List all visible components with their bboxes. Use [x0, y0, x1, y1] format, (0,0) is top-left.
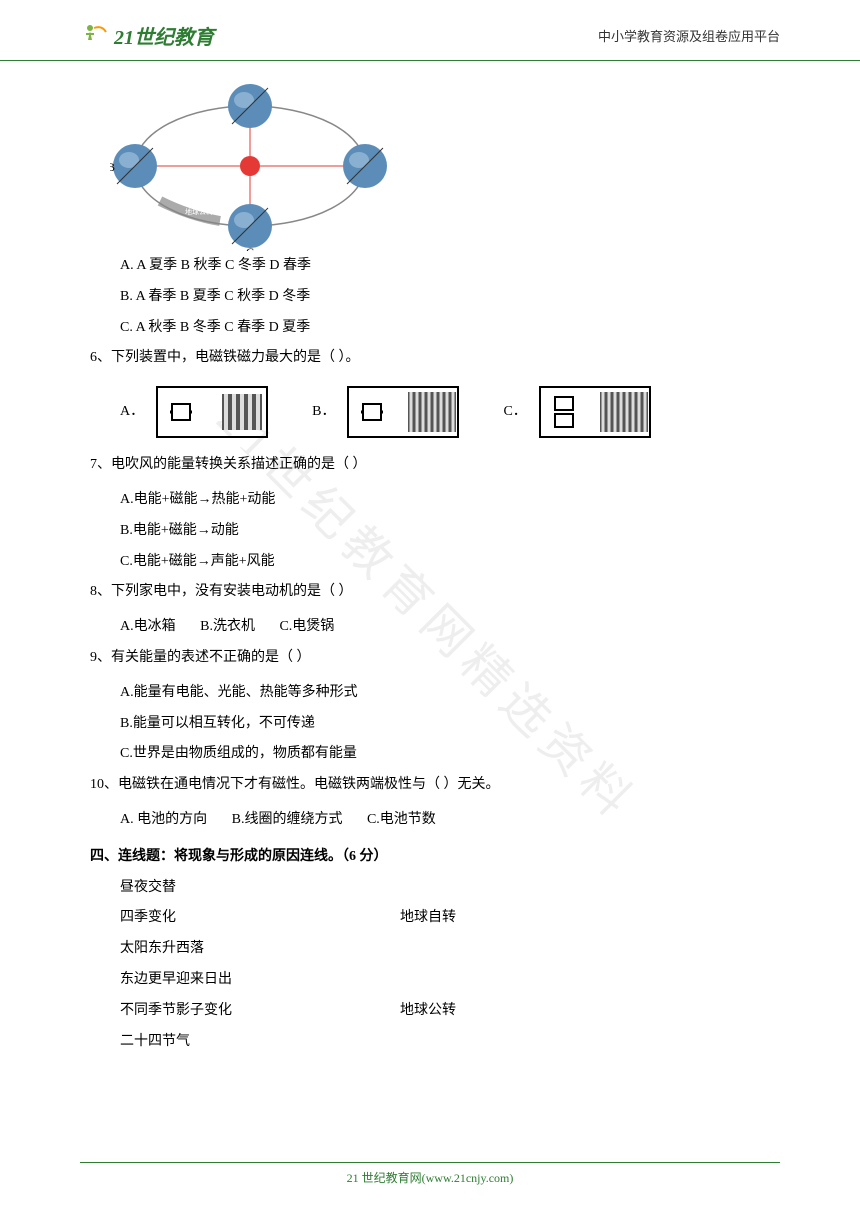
svg-text:B: B — [110, 160, 115, 174]
q7-text: 7、电吹风的能量转换关系描述正确的是（ ） — [90, 450, 770, 481]
circuit-b: B． — [312, 382, 463, 442]
q6-circuits: A． B． — [120, 382, 770, 442]
match-left-0: 昼夜交替 — [120, 873, 400, 904]
match-right-1: 地球公转 — [400, 996, 600, 1027]
q10-text: 10、电磁铁在通电情况下才有磁性。电磁铁两端极性与（ ）无关。 — [90, 770, 770, 801]
footer-text: 21 世纪教育网 — [347, 1171, 422, 1185]
circuit-label-a: A． — [120, 397, 144, 428]
q7-b: B.电能+磁能→动能 — [120, 516, 770, 547]
logo: 21世纪教育 — [80, 20, 214, 50]
q5-options: A. A 夏季 B 秋季 C 冬季 D 春季 B. A 春季 B 夏季 C 秋季… — [120, 251, 770, 343]
q5-option-c: C. A 秋季 B 冬季 C 春季 D 夏季 — [120, 313, 770, 344]
q7-a: A.电能+磁能→热能+动能 — [120, 485, 770, 516]
q9-a: A.能量有电能、光能、热能等多种形式 — [120, 678, 770, 709]
q8-options: A.电冰箱 B.洗衣机 C.电煲锅 — [120, 612, 770, 643]
svg-text:A: A — [246, 81, 255, 84]
q8-b: B.洗衣机 — [200, 619, 255, 634]
match-left-1: 四季变化 — [120, 903, 400, 934]
circuit-label-c: C． — [503, 397, 526, 428]
circuit-a: A． — [120, 382, 272, 442]
page-header: 21世纪教育 中小学教育资源及组卷应用平台 — [0, 0, 860, 61]
page-footer: 21 世纪教育网(www.21cnjy.com) — [80, 1162, 780, 1186]
q5-option-b: B. A 春季 B 夏季 C 秋季 D 冬季 — [120, 282, 770, 313]
match-left-2: 太阳东升西落 — [120, 934, 400, 965]
circuit-c: C． — [503, 382, 654, 442]
q9-options: A.能量有电能、光能、热能等多种形式 B.能量可以相互转化，不可传递 C.世界是… — [120, 678, 770, 770]
q8-text: 8、下列家电中，没有安装电动机的是（ ） — [90, 577, 770, 608]
q6-text: 6、下列装置中，电磁铁磁力最大的是（ ）。 — [90, 343, 770, 374]
header-right-text: 中小学教育资源及组卷应用平台 — [598, 26, 780, 45]
q8-c: C.电煲锅 — [279, 619, 334, 634]
q10-options: A. 电池的方向 B.线圈的缠绕方式 C.电池节数 — [120, 805, 770, 836]
q8-a: A.电冰箱 — [120, 619, 176, 634]
logo-text: 21世纪教育 — [114, 21, 214, 50]
q10-c: C.电池节数 — [367, 812, 436, 827]
q7-options: A.电能+磁能→热能+动能 B.电能+磁能→动能 C.电能+磁能→声能+风能 — [120, 485, 770, 577]
match-left-3: 东边更早迎来日出 — [120, 965, 400, 996]
match-right-0: 地球自转 — [400, 903, 600, 934]
match-left-5: 二十四节气 — [120, 1027, 400, 1058]
q9-c: C.世界是由物质组成的，物质都有能量 — [120, 739, 770, 770]
content-area: A B C D 地球公转轨道 — [0, 61, 860, 1077]
footer-url: (www.21cnjy.com) — [422, 1171, 514, 1185]
match-left-4: 不同季节影子变化 — [120, 996, 400, 1027]
q9-b: B.能量可以相互转化，不可传递 — [120, 709, 770, 740]
orbit-diagram: A B C D 地球公转轨道 — [110, 81, 390, 251]
q5-option-a: A. A 夏季 B 秋季 C 冬季 D 春季 — [120, 251, 770, 282]
matching-area: 昼夜交替 四季变化 地球自转 太阳东升西落 东边更早迎来日出 不同季节影子变化 … — [120, 873, 770, 1058]
svg-text:C: C — [246, 245, 254, 251]
q9-text: 9、有关能量的表述不正确的是（ ） — [90, 643, 770, 674]
section4-title: 四、连线题：将现象与形成的原因连线。（6 分） — [90, 842, 770, 873]
q10-a: A. 电池的方向 — [120, 812, 207, 827]
logo-icon — [80, 20, 110, 50]
svg-text:地球公转轨道: 地球公转轨道 — [185, 207, 227, 216]
circuit-label-b: B． — [312, 397, 335, 428]
q7-c: C.电能+磁能→声能+风能 — [120, 547, 770, 578]
q10-b: B.线圈的缠绕方式 — [232, 812, 343, 827]
